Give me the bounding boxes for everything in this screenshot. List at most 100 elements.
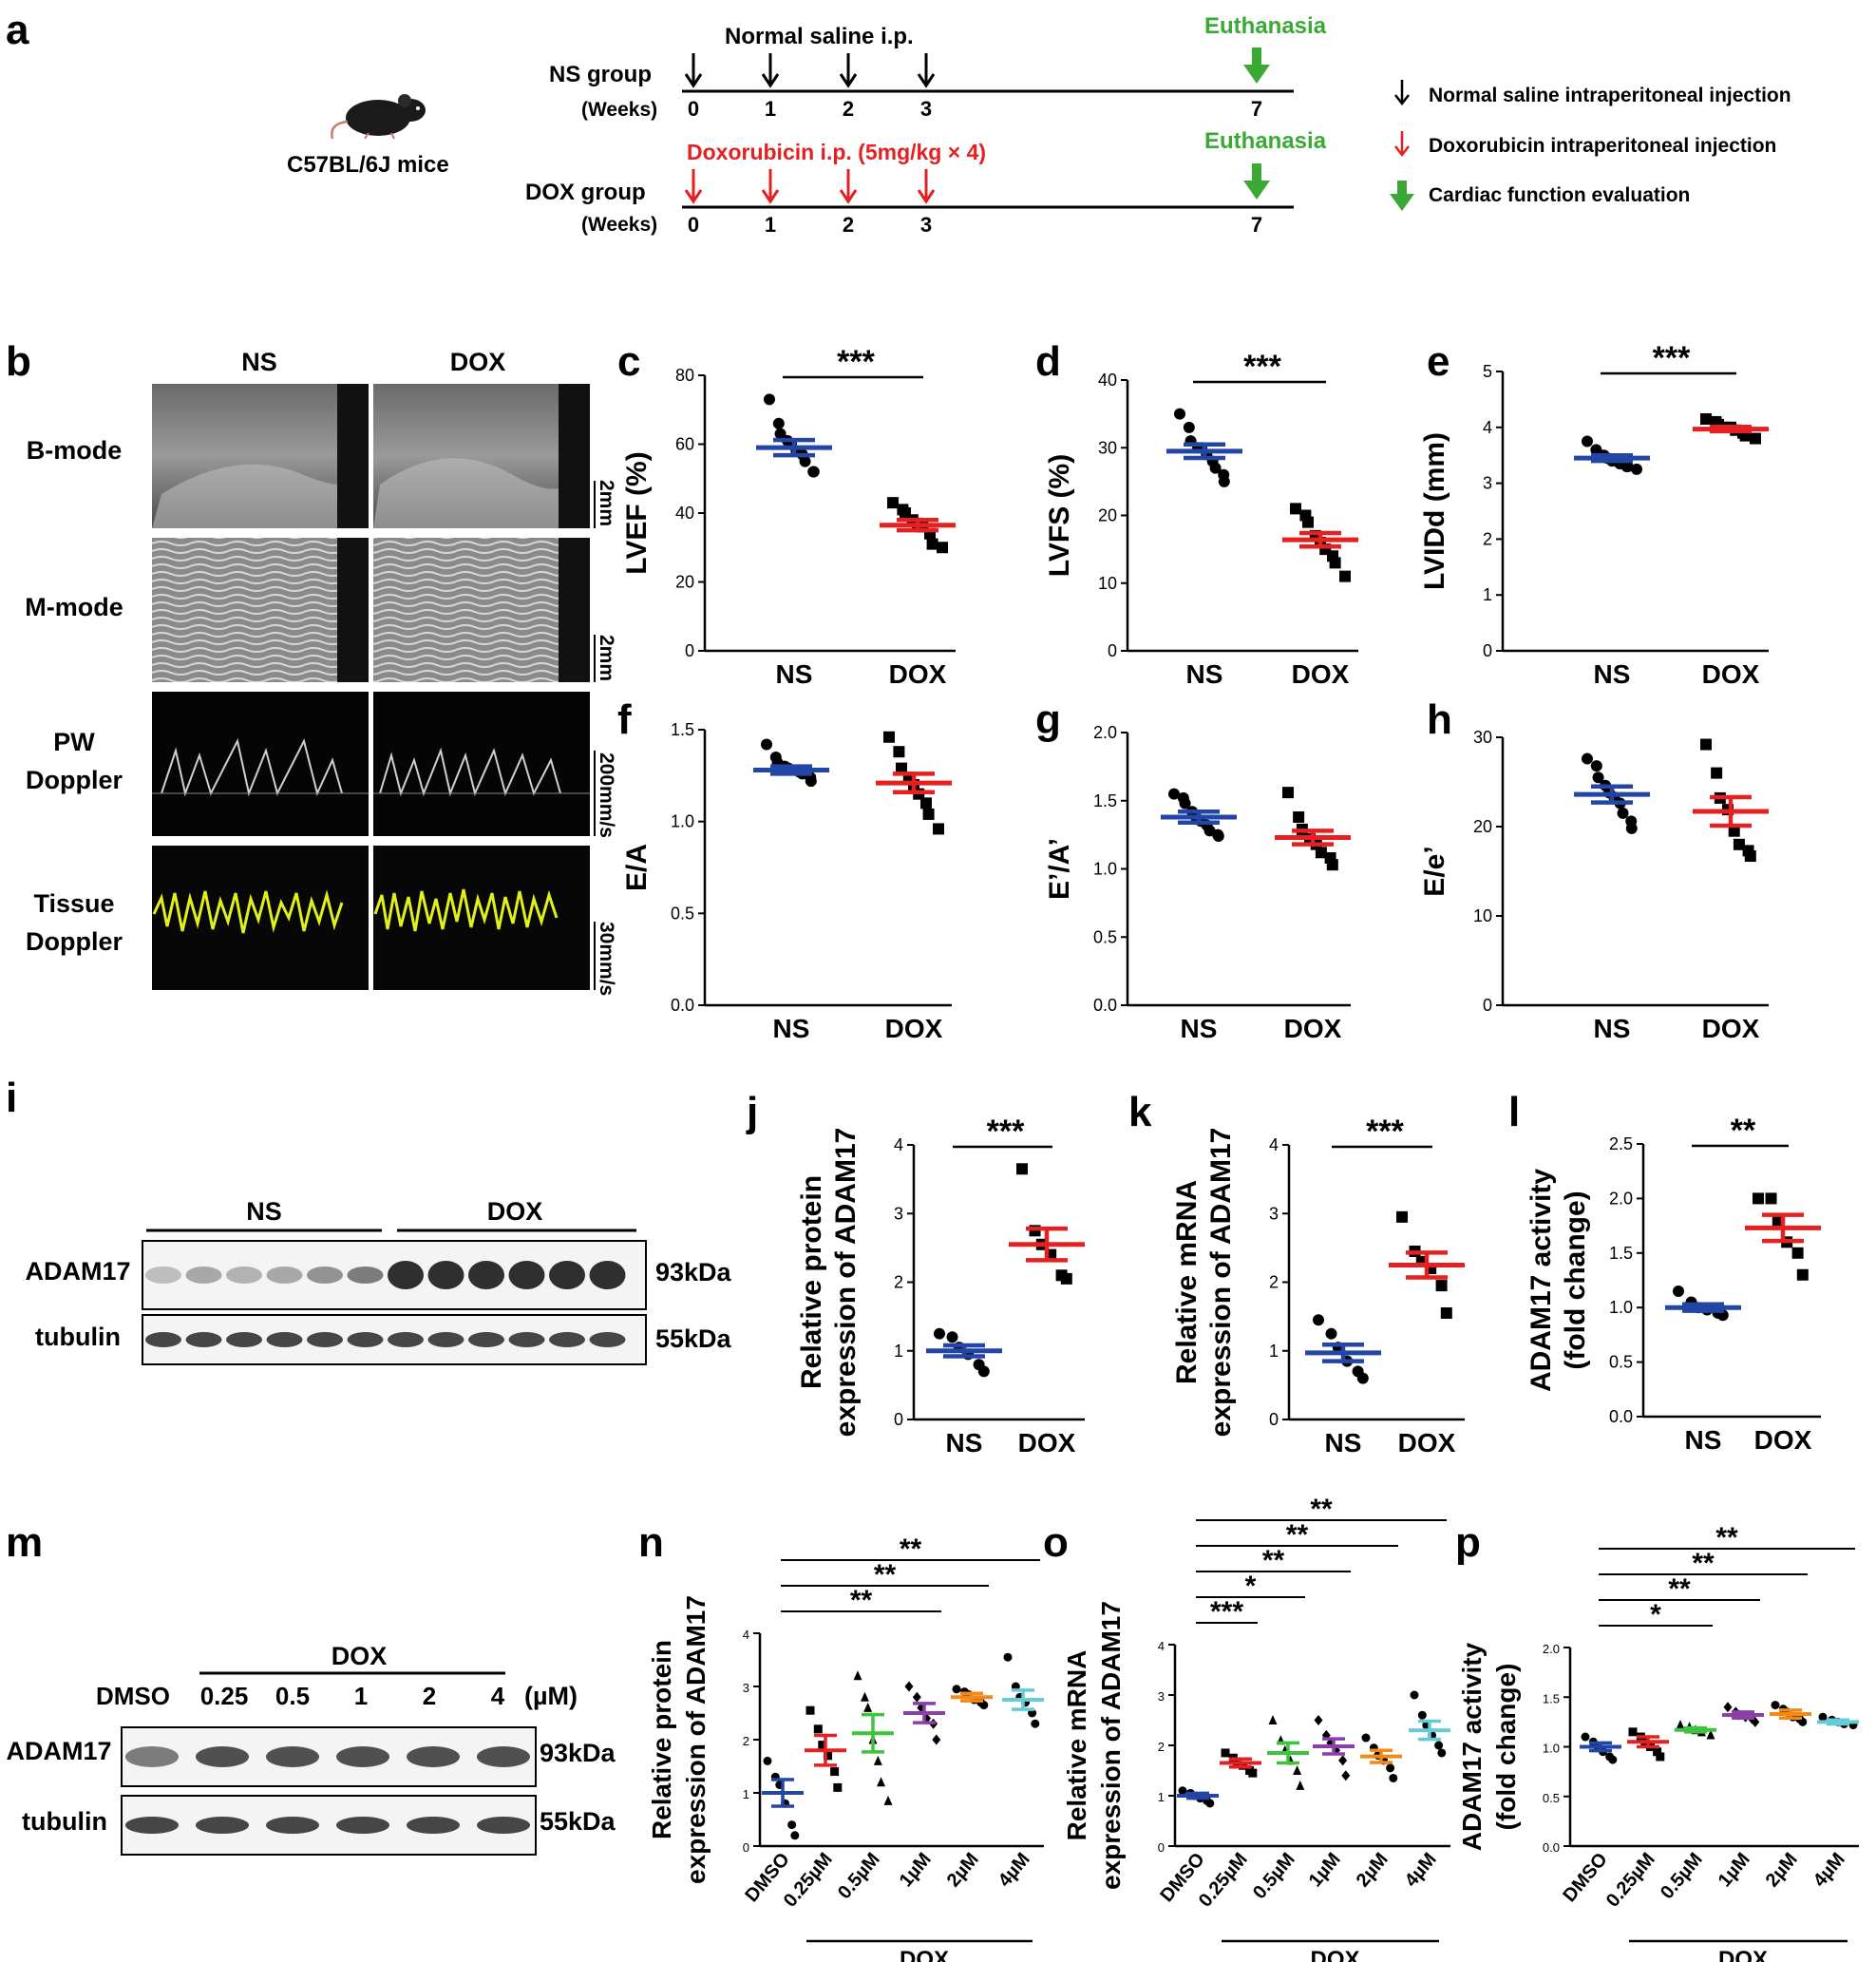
y-tick-label: 3	[1483, 474, 1492, 493]
western-i-group-dox: DOX	[487, 1197, 543, 1226]
western-m-size-93: 93kDa	[540, 1739, 616, 1767]
y-tick-label: 4	[1158, 1639, 1165, 1653]
y-tick-label: 0.5	[671, 904, 694, 923]
injection-arrow-icon	[684, 53, 703, 88]
data-point	[860, 1691, 869, 1702]
data-point	[1676, 1720, 1685, 1730]
y-tick-label: 1	[894, 1342, 903, 1361]
chart-p: 0.0 0.5 1.0 1.5 2.0 ADAM17 activity (fold chan…	[1457, 1522, 1859, 1962]
x-category-label: NS	[1325, 1428, 1362, 1457]
legend-cardiac-evaluation: Cardiac function evaluation	[1429, 184, 1690, 206]
significance-label: ***	[1210, 1596, 1243, 1628]
tubulin-band	[125, 1817, 179, 1834]
data-point	[1174, 408, 1185, 420]
data-point	[790, 1831, 800, 1840]
series-DMSO	[762, 1756, 804, 1840]
data-point	[833, 1782, 843, 1792]
y-tick-label: 0	[743, 1840, 749, 1855]
x-category-label: 0.5µM	[1657, 1849, 1707, 1903]
data-point	[764, 393, 775, 406]
y-tick-label: 2	[894, 1273, 903, 1292]
panel-label-c: c	[617, 338, 640, 385]
y-tick-label: 0	[1483, 641, 1492, 660]
y-axis-label: expression of ADAM17	[1205, 1128, 1237, 1438]
y-tick-label: 0.5	[1609, 1353, 1633, 1372]
y-tick-label: 3	[1158, 1689, 1165, 1704]
tubulin-band	[388, 1332, 424, 1347]
tubulin-band	[226, 1332, 262, 1347]
data-point	[1178, 1786, 1187, 1796]
data-point	[1434, 1741, 1444, 1750]
black-arrow-icon	[1394, 80, 1410, 106]
series-DOX	[1389, 1210, 1465, 1320]
adam17-band	[508, 1261, 545, 1289]
dox-injection-arrows	[684, 169, 936, 204]
x-category-label: 1µM	[1715, 1849, 1754, 1891]
tubulin-band	[196, 1817, 249, 1834]
y-tick-label: 0	[1158, 1840, 1165, 1855]
adam17-band	[125, 1746, 179, 1767]
panel-label-e: e	[1427, 338, 1450, 385]
series-DOX	[880, 497, 956, 554]
western-i-group-ns: NS	[246, 1197, 282, 1226]
data-point	[1282, 787, 1294, 799]
data-point	[1728, 825, 1740, 837]
data-point	[1389, 1773, 1398, 1782]
western-m-row-tubulin: tubulin	[22, 1807, 107, 1836]
series-NS	[926, 1327, 1002, 1378]
adam17-band	[185, 1267, 222, 1284]
data-point	[883, 1795, 893, 1805]
week-tick-label: 1	[765, 213, 776, 237]
tubulin-band	[266, 1817, 319, 1834]
x-category-label: NS	[1594, 1014, 1631, 1043]
y-axis-label: LVIDd (mm)	[1419, 432, 1450, 590]
panel-label-b: b	[6, 338, 31, 385]
data-point	[818, 1741, 827, 1750]
x-category-label: DOX	[1702, 659, 1760, 689]
series-1µM	[903, 1681, 945, 1745]
x-category-label: NS	[776, 659, 813, 689]
y-tick-label: 1.0	[1543, 1742, 1560, 1756]
chart-g: 0.0 0.5 1.0 1.5 2.0 E’/A’ NS DOX	[1044, 723, 1351, 1043]
data-point	[1290, 503, 1301, 515]
x-category-label: DOX	[1754, 1425, 1812, 1455]
data-point	[1410, 1690, 1419, 1700]
adam17-band	[266, 1267, 303, 1284]
y-tick-label: 0.5	[1093, 927, 1117, 946]
data-point	[1268, 1715, 1278, 1724]
data-point	[807, 466, 820, 478]
data-point	[1628, 1727, 1638, 1737]
western-m-size-55: 55kDa	[540, 1807, 616, 1836]
data-point	[1700, 412, 1712, 425]
dox-group-label: DOX group	[525, 180, 646, 205]
data-point	[772, 417, 785, 429]
data-point	[1771, 1701, 1780, 1710]
series-2µM	[1360, 1733, 1402, 1782]
data-point	[1582, 435, 1593, 448]
y-tick-label: 1.0	[1609, 1298, 1633, 1317]
y-tick-label: 40	[1098, 371, 1117, 390]
dox-treatment-label: Doxorubicin i.p. (5mg/kg × 4)	[687, 140, 986, 164]
data-point	[1212, 830, 1224, 843]
y-axis-label: ADAM17 activity	[1525, 1169, 1557, 1392]
series-DOX	[1275, 787, 1351, 871]
western-i-row-adam17: ADAM17	[25, 1257, 130, 1286]
significance-label: *	[1245, 1571, 1257, 1602]
echo-row-bmode: B-mode	[27, 436, 123, 465]
timeline-legend: Normal saline intraperitoneal injection …	[1390, 80, 1791, 211]
y-axis-label: expression of ADAM17	[1096, 1601, 1126, 1890]
chart-l: 0.0 0.5 1.0 1.5 2.0 2.5 ADAM17 activity (fold c…	[1525, 1113, 1821, 1455]
panel-i-western: NS DOX ADAM17 tubulin 93kDa 55kDa	[25, 1197, 732, 1365]
data-point	[830, 1767, 840, 1777]
mouse-icon	[331, 94, 426, 140]
panel-b: b NS DOX B-mode M-mode PW Doppler Tissue…	[6, 338, 617, 996]
adam17-band	[307, 1267, 343, 1284]
injection-arrow-icon	[761, 169, 780, 204]
ns-euthanasia-arrow-icon	[1243, 48, 1270, 84]
data-point	[1711, 767, 1723, 779]
y-tick-label: 20	[1098, 506, 1117, 525]
ns-week-ticks: 0 1 2 3 7	[688, 97, 1262, 121]
dox-week-ticks: 0 1 2 3 7	[688, 213, 1262, 237]
significance-label: **	[850, 1585, 873, 1616]
